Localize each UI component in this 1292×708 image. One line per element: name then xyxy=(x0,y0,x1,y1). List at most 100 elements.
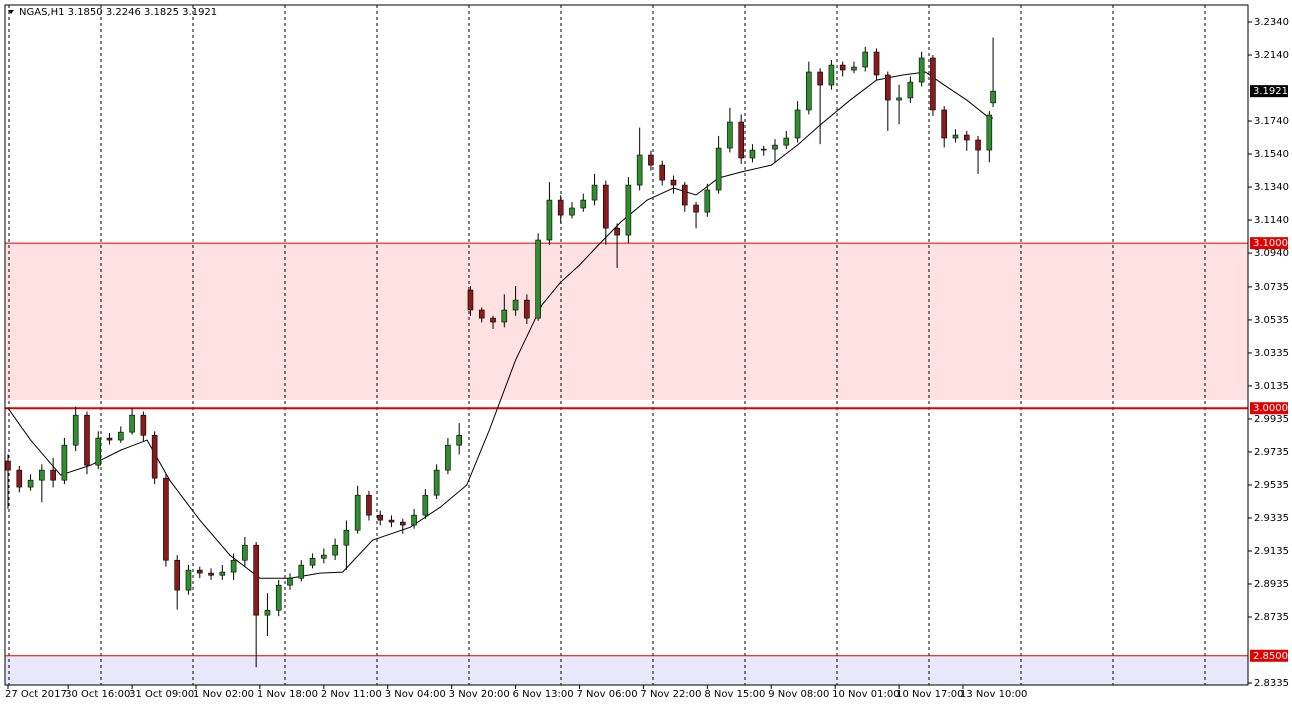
y-tick-label: 3.0535 xyxy=(1254,315,1289,326)
current-price-label: 3.1921 xyxy=(1253,86,1288,97)
zone xyxy=(5,243,1248,400)
candle-body xyxy=(208,572,214,576)
candle-body xyxy=(399,521,406,526)
candle-body xyxy=(445,444,451,471)
candle-body xyxy=(535,239,541,319)
candle-body xyxy=(321,554,327,559)
candles xyxy=(5,37,996,668)
candle-body xyxy=(298,564,305,579)
y-tick-label: 3.1340 xyxy=(1254,182,1289,193)
axes: 3.2340 3.2140 3.1740 3.1540 3.1340 3.1140 3.09… xyxy=(5,17,1289,700)
candle-body xyxy=(817,71,823,86)
candle-body xyxy=(106,437,113,441)
candle-body xyxy=(986,114,993,151)
candle-body xyxy=(828,64,835,86)
y-tick-label: 3.1540 xyxy=(1254,149,1289,160)
candle-body xyxy=(738,121,744,159)
candle-body xyxy=(839,64,846,71)
candle-body xyxy=(873,51,880,76)
candle-body xyxy=(580,199,587,209)
candle-body xyxy=(467,289,474,311)
x-tick-label: 27 Oct 2017 xyxy=(5,689,67,700)
candle-body xyxy=(569,207,575,216)
y-tick-label: 2.9935 xyxy=(1254,414,1289,425)
candle-body xyxy=(975,139,981,151)
candle-body xyxy=(140,414,147,436)
candle-body xyxy=(636,154,643,186)
x-tick-label: 2 Nov 11:00 xyxy=(321,689,382,700)
y-tick-label: 2.9735 xyxy=(1254,447,1289,458)
candle-body xyxy=(242,544,248,561)
candle-body xyxy=(501,309,508,323)
x-tick-label: 3 Nov 20:00 xyxy=(449,689,510,700)
candle-body xyxy=(907,81,914,99)
candle-body xyxy=(681,184,688,206)
candle-body xyxy=(990,90,996,104)
zones xyxy=(5,243,1248,685)
candle-body xyxy=(219,571,226,576)
candle-body xyxy=(851,66,857,71)
candle-body xyxy=(61,444,68,481)
candle-body xyxy=(27,479,34,488)
grid xyxy=(8,5,1206,685)
candle-body xyxy=(456,434,462,446)
y-tick-label: 2.8735 xyxy=(1254,612,1289,623)
candle-body xyxy=(309,557,316,566)
candle-body xyxy=(670,179,677,186)
candle-body xyxy=(332,544,338,556)
y-tick-label: 2.8935 xyxy=(1254,579,1289,590)
x-tick-label: 31 Oct 09:00 xyxy=(129,689,194,700)
y-tick-label: 3.2140 xyxy=(1254,50,1289,61)
candle-body xyxy=(896,97,902,101)
x-tick-label: 6 Nov 13:00 xyxy=(513,689,574,700)
level-label-box xyxy=(1250,649,1288,662)
y-tick-label: 3.0135 xyxy=(1254,381,1289,392)
candle-body xyxy=(118,431,124,441)
y-tick-label: 3.1740 xyxy=(1254,116,1289,127)
candle-body xyxy=(760,148,767,151)
candle-body xyxy=(512,299,519,311)
candle-body xyxy=(72,414,79,446)
candle-body xyxy=(84,414,90,466)
candle-body xyxy=(50,469,56,481)
candle-body xyxy=(422,494,429,516)
level-label-box xyxy=(1250,237,1288,250)
candle-body xyxy=(524,299,530,319)
y-tick-label: 3.1140 xyxy=(1254,215,1289,226)
candle-body xyxy=(614,227,620,236)
level-label: 3.1000 xyxy=(1253,238,1288,249)
candle-body xyxy=(591,184,598,201)
zone xyxy=(5,655,1248,685)
candle-body xyxy=(715,147,722,191)
y-tick-label: 3.0735 xyxy=(1254,282,1289,293)
candle-body xyxy=(783,137,790,146)
candle-body xyxy=(196,569,203,574)
candle-body xyxy=(433,469,440,496)
level-label-box xyxy=(1250,402,1288,415)
candle-body xyxy=(557,199,564,216)
candle-body xyxy=(411,514,417,526)
candle-body xyxy=(806,71,812,111)
candle-body xyxy=(772,144,778,150)
candle-body xyxy=(930,57,936,111)
candle-body xyxy=(377,514,384,521)
candle-body xyxy=(963,134,970,141)
x-tick-label: 1 Nov 02:00 xyxy=(193,689,254,700)
y-tick-label: 3.2340 xyxy=(1254,17,1289,28)
y-tick-label: 2.9135 xyxy=(1254,546,1289,557)
y-tick-label: 3.0940 xyxy=(1254,248,1289,259)
x-tick-label: 8 Nov 15:00 xyxy=(704,689,765,700)
candle-body xyxy=(862,51,869,68)
x-tick-label: 10 Nov 17:00 xyxy=(896,689,963,700)
candle-body xyxy=(253,544,259,616)
candle-body xyxy=(151,434,158,479)
x-tick-label: 13 Nov 10:00 xyxy=(960,689,1027,700)
x-tick-label: 30 Oct 16:00 xyxy=(65,689,130,700)
moving-average xyxy=(7,71,994,579)
candle-body xyxy=(952,134,959,139)
y-tick-label: 2.9535 xyxy=(1254,480,1289,491)
candle-body xyxy=(388,519,395,523)
candle-body xyxy=(794,109,801,139)
